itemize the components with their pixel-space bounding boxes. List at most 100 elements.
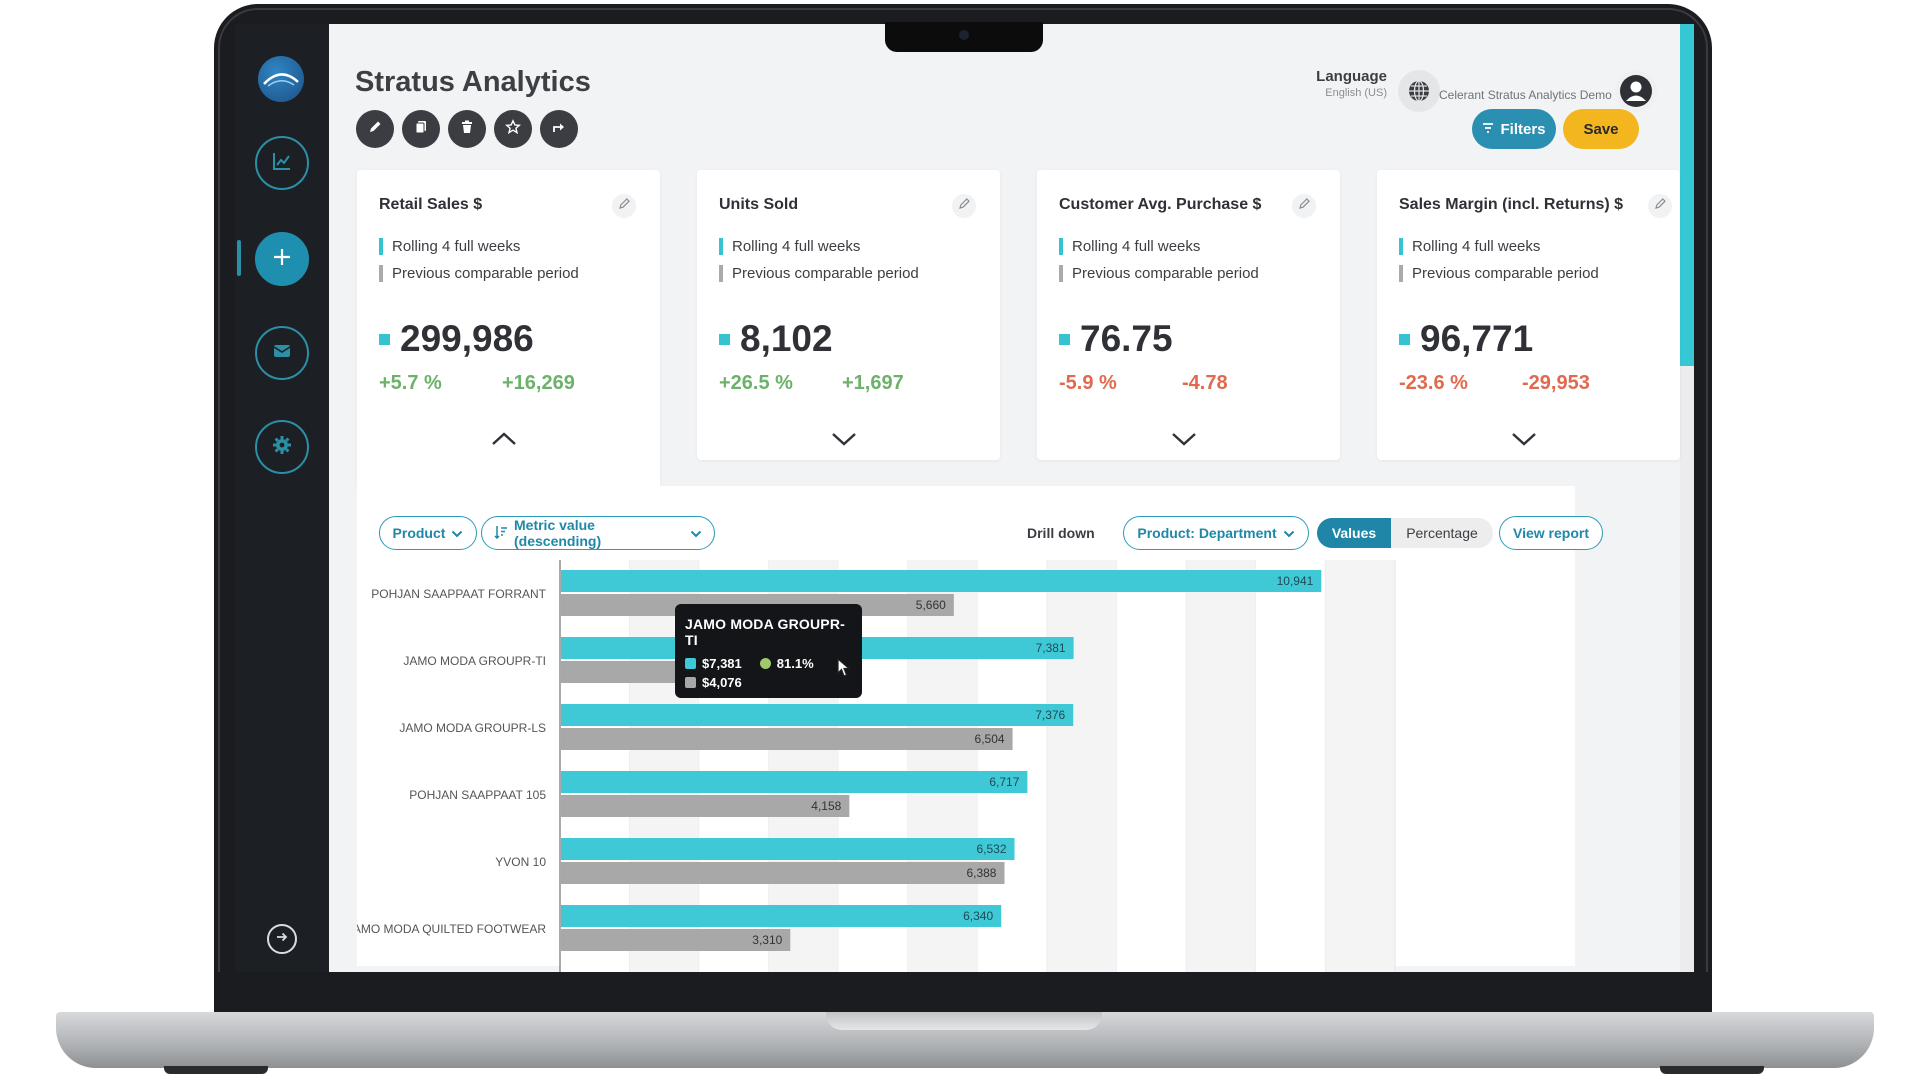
edit-kpi-button[interactable]	[1648, 194, 1672, 218]
value-mode-toggle: Values Percentage	[1317, 518, 1493, 548]
kpi-value: 299,986	[379, 318, 534, 360]
bar-current[interactable]	[561, 905, 1002, 927]
percentage-tab[interactable]: Percentage	[1406, 525, 1478, 541]
kpi-value-text: 8,102	[740, 318, 833, 359]
filters-button[interactable]: Filters	[1472, 109, 1556, 149]
kpi-percent-change: -23.6 %	[1399, 372, 1468, 394]
kpi-value: 96,771	[1399, 318, 1533, 360]
camera-icon	[959, 30, 969, 40]
bar-value-label: 6,532	[976, 842, 1006, 856]
legend-current: Rolling 4 full weeks	[719, 238, 860, 255]
kpi-card-customer-avg-purchase[interactable]: Customer Avg. Purchase $ Rolling 4 full …	[1037, 170, 1340, 460]
sidebar-item-add[interactable]	[255, 232, 309, 286]
chevron-down-icon[interactable]	[1169, 428, 1199, 450]
bar-previous[interactable]	[561, 795, 850, 817]
grid-band	[1325, 560, 1395, 972]
previous-swatch	[685, 677, 696, 688]
bar-current[interactable]	[561, 771, 1028, 793]
bar-previous[interactable]	[561, 862, 1005, 884]
category-label: JAMO MODA GROUPR-TI	[403, 654, 546, 668]
grid-band	[1047, 560, 1117, 972]
sort-icon	[494, 525, 508, 542]
chevron-up-icon[interactable]	[489, 428, 519, 450]
bar-value-label: 3,310	[752, 933, 782, 947]
kpi-value-text: 96,771	[1420, 318, 1534, 359]
view-report-button[interactable]: View report	[1499, 516, 1603, 550]
bar-value-label: 7,381	[1036, 641, 1066, 655]
group-by-dropdown[interactable]: Product	[379, 516, 477, 550]
pencil-icon	[1298, 197, 1311, 215]
share-button[interactable]	[540, 110, 578, 148]
chevron-down-icon	[1283, 525, 1295, 541]
chart-panel: Product Metric value (descending) Drill …	[357, 486, 1603, 972]
filters-label: Filters	[1500, 120, 1546, 138]
edit-kpi-button[interactable]	[1292, 194, 1316, 218]
legend-current: Rolling 4 full weeks	[379, 238, 520, 255]
drill-down-dropdown[interactable]: Product: Department	[1123, 516, 1309, 550]
values-tab[interactable]: Values	[1317, 518, 1391, 548]
percent-swatch	[759, 658, 771, 669]
tooltip-row-current: $7,381 81.1%	[685, 656, 852, 671]
bar-value-label: 4,158	[811, 799, 841, 813]
sidebar-item-analytics[interactable]	[255, 136, 309, 190]
gear-icon	[271, 434, 293, 461]
bar-current[interactable]	[561, 704, 1074, 726]
copy-button[interactable]	[402, 110, 440, 148]
screen: Stratus Analytics Language English (US) …	[235, 24, 1694, 972]
bar-current[interactable]	[561, 570, 1322, 592]
language-selector[interactable]: Language English (US)	[1287, 68, 1387, 99]
pencil-icon	[958, 197, 971, 215]
chevron-down-icon[interactable]	[829, 428, 859, 450]
kpi-title: Customer Avg. Purchase $	[1059, 196, 1262, 213]
logo-icon[interactable]	[258, 56, 304, 102]
language-value: English (US)	[1325, 87, 1387, 99]
tooltip-title: JAMO MODA GROUPR-TI	[685, 616, 845, 648]
sidebar-item-mail[interactable]	[255, 326, 309, 380]
arrow-right-icon	[274, 929, 290, 950]
kpi-absolute-change: -4.78	[1182, 372, 1228, 394]
chevron-down-icon	[451, 525, 463, 541]
category-label: JAMO MODA QUILTED FOOTWEAR	[357, 922, 546, 936]
grid-band	[977, 560, 1048, 972]
bar-value-label: 6,340	[963, 909, 993, 923]
kpi-card-retail-sales[interactable]: Retail Sales $ Rolling 4 full weeks Prev…	[357, 170, 660, 486]
kpi-card-sales-margin[interactable]: Sales Margin (incl. Returns) $ Rolling 4…	[1377, 170, 1680, 460]
delete-button[interactable]	[448, 110, 486, 148]
chevron-down-icon	[690, 525, 702, 541]
bar-current[interactable]	[561, 838, 1015, 860]
kpi-title: Units Sold	[719, 196, 799, 213]
avatar[interactable]	[1615, 70, 1657, 112]
kpi-value: 8,102	[719, 318, 833, 360]
group-by-label: Product	[392, 525, 446, 541]
tooltip-previous-value: $4,076	[702, 675, 742, 690]
toolbar	[356, 110, 578, 148]
edit-kpi-button[interactable]	[952, 194, 976, 218]
grid-band	[907, 560, 978, 972]
scrollbar-thumb[interactable]	[1680, 24, 1694, 366]
kpi-percent-change: +5.7 %	[379, 372, 442, 394]
save-button[interactable]: Save	[1563, 109, 1639, 149]
edit-kpi-button[interactable]	[612, 194, 636, 218]
legend-previous: Previous comparable period	[1399, 265, 1599, 282]
current-swatch	[685, 658, 696, 669]
globe-icon[interactable]	[1398, 70, 1440, 112]
bar-value-label: 5,660	[916, 598, 946, 612]
kpi-card-units-sold[interactable]: Units Sold Rolling 4 full weeks Previous…	[697, 170, 1000, 460]
favorite-button[interactable]	[494, 110, 532, 148]
logout-button[interactable]	[267, 924, 297, 954]
grid-band	[1186, 560, 1256, 972]
chevron-down-icon[interactable]	[1509, 428, 1539, 450]
bar-value-label: 10,941	[1277, 574, 1314, 588]
sidebar-item-settings[interactable]	[255, 420, 309, 474]
trash-icon	[459, 119, 475, 140]
plus-icon	[271, 246, 293, 273]
current-marker	[379, 333, 390, 345]
pencil-icon	[367, 119, 383, 140]
bar-chart: POHJAN SAAPPAAT FORRANT 10,941 5,660 JAMO M…	[357, 560, 1396, 972]
bar-previous[interactable]	[561, 728, 1013, 750]
kpi-absolute-change: +16,269	[502, 372, 575, 394]
bar-previous[interactable]	[561, 929, 791, 951]
laptop-foot-left	[164, 1066, 268, 1074]
edit-button[interactable]	[356, 110, 394, 148]
sort-dropdown[interactable]: Metric value (descending)	[481, 516, 715, 550]
